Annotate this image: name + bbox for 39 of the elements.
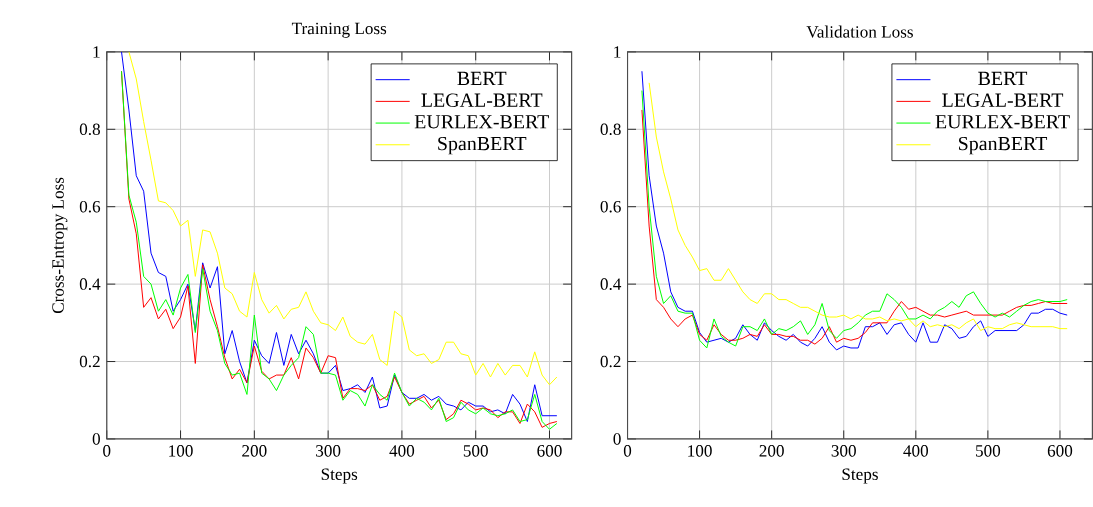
y-tick-label: 0.2 — [600, 355, 621, 368]
chart-title: Validation Loss — [806, 25, 913, 38]
y-tick-label: 0.6 — [600, 201, 621, 213]
y-tick-label: 1 — [614, 46, 621, 58]
x-tick-label: 100 — [169, 445, 193, 457]
legend-label: EURLEX-BERT — [414, 115, 549, 129]
y-tick-label: 0.8 — [600, 123, 621, 136]
y-tick-label: 0.4 — [79, 278, 101, 291]
legend-label: EURLEX-BERT — [935, 115, 1070, 129]
y-tick-label: 0.2 — [79, 355, 100, 368]
x-tick-label: 400 — [903, 445, 929, 457]
legend-label: LEGAL-BERT — [421, 93, 543, 107]
x-tick-label: 300 — [316, 445, 341, 457]
legend-label: LEGAL-BERT — [942, 93, 1064, 107]
x-axis-title: Steps — [842, 468, 878, 484]
legend-label: SpanBERT — [959, 137, 1048, 155]
x-tick-label: 600 — [1047, 445, 1073, 457]
x-tick-label: 100 — [688, 445, 712, 457]
y-tick-label: 0.6 — [79, 201, 101, 213]
x-tick-label: 200 — [759, 445, 784, 457]
x-axis-title: Steps — [321, 468, 358, 484]
chart-title: Training Loss — [291, 22, 387, 38]
x-tick-label: 500 — [976, 445, 1001, 457]
x-tick-label: 500 — [463, 445, 488, 457]
x-tick-label: 200 — [242, 445, 267, 457]
y-tick-label: 0.4 — [600, 278, 622, 291]
x-tick-label: 400 — [389, 445, 415, 457]
y-tick-label: 0 — [92, 433, 100, 445]
x-tick-label: 300 — [831, 445, 856, 457]
x-tick-label: 0 — [623, 445, 632, 457]
x-tick-label: 600 — [537, 445, 562, 457]
legend-label: BERT — [457, 71, 507, 86]
y-axis-title: Cross-Entropy Loss — [52, 177, 68, 314]
legend-label: SpanBERT — [438, 137, 527, 155]
y-tick-label: 0.8 — [79, 123, 100, 136]
x-tick-label: 0 — [103, 445, 111, 457]
y-tick-label: 1 — [93, 46, 100, 58]
y-tick-label: 0 — [613, 433, 621, 445]
legend-label: BERT — [978, 71, 1028, 86]
